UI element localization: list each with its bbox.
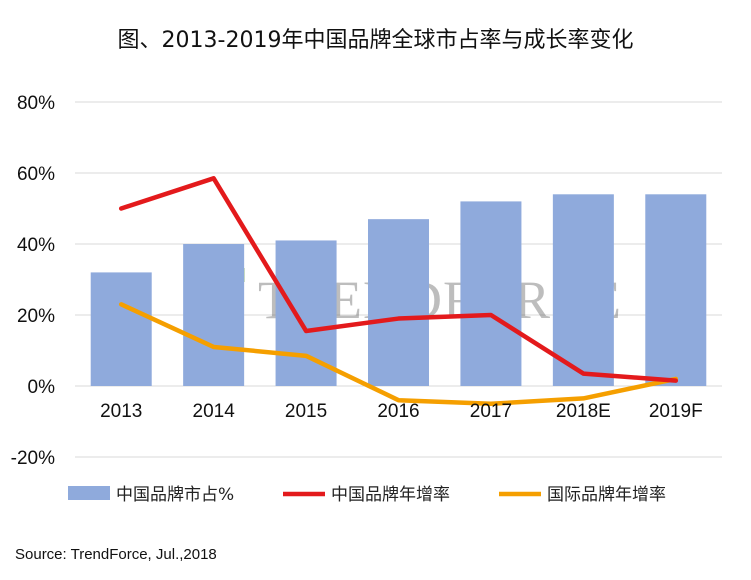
legend-swatch [68, 486, 110, 500]
china-growth-line [118, 176, 679, 383]
legend-intl-growth: 国际品牌年增率 [499, 485, 666, 505]
y-tick-label: 20% [17, 306, 55, 327]
bar-2015 [275, 240, 337, 386]
bar-2017 [460, 201, 522, 386]
x-tick-label: 2017 [470, 401, 512, 422]
y-tick-label: 0% [28, 377, 56, 398]
y-tick-label: 60% [17, 164, 55, 185]
line-series [118, 176, 679, 406]
bar-2014 [183, 244, 245, 386]
legend-china-growth: 中国品牌年增率 [283, 485, 450, 505]
legend-label: 中国品牌市占% [116, 485, 234, 505]
y-tick-label: -20% [11, 448, 55, 469]
x-tick-label: 2014 [193, 401, 236, 422]
x-tick-label: 2018E [556, 401, 611, 422]
y-axis-ticks: -20% 0% 20% 40% 60% 80% [11, 93, 55, 469]
source-note: Source: TrendForce, Jul.,2018 [15, 546, 217, 563]
x-tick-label: 2015 [285, 401, 327, 422]
bar-series [90, 194, 707, 386]
bar-2019F [645, 194, 707, 386]
bar-2018E [552, 194, 614, 386]
legend-label: 中国品牌年增率 [331, 485, 450, 505]
x-axis-ticks: 2013 2014 2015 2016 2017 2018E 2019F [100, 401, 703, 422]
legend-china-share: 中国品牌市占% [68, 485, 234, 505]
intl-growth-line [118, 302, 679, 406]
legend-label: 国际品牌年增率 [547, 485, 666, 505]
x-tick-label: 2013 [100, 401, 142, 422]
bar-2016 [368, 219, 429, 386]
y-tick-label: 40% [17, 235, 55, 256]
chart-title: 图、2013-2019年中国品牌全球市占率与成长率变化 [117, 28, 634, 53]
bar-2013 [90, 272, 152, 386]
y-tick-label: 80% [17, 93, 55, 114]
x-tick-label: 2016 [377, 401, 419, 422]
legend: 中国品牌市占% 中国品牌年增率 国际品牌年增率 [68, 485, 666, 505]
x-tick-label: 2019F [649, 401, 703, 422]
